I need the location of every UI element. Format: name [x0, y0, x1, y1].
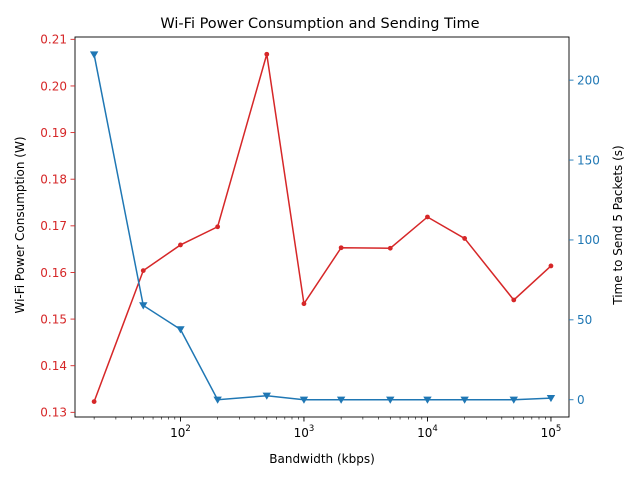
power-data-point — [425, 214, 430, 220]
left-y-tick-label: 0.14 — [40, 359, 67, 373]
time-data-point — [213, 396, 222, 404]
time-data-point — [176, 326, 185, 334]
right-y-tick-label: 50 — [577, 313, 592, 327]
x-tick-label: 102 — [170, 424, 191, 440]
left-y-tick-label: 0.19 — [40, 126, 67, 140]
time-data-point — [336, 396, 346, 404]
time-data-point — [423, 396, 432, 404]
plot-area: 102 103 104 105 0.13 0.14 0.15 0.16 0.17 0.18 0.19… — [40, 33, 600, 440]
left-y-tick-label: 0.15 — [40, 312, 67, 326]
left-y-tick-label: 0.16 — [40, 266, 67, 280]
power-data-point — [178, 242, 183, 248]
time-data-point — [299, 396, 309, 404]
time-data-point — [509, 396, 518, 404]
left-y-tick-label: 0.17 — [40, 219, 67, 233]
right-y-tick-label: 200 — [577, 73, 600, 87]
right-y-tick-label: 0 — [577, 393, 585, 407]
time-data-point — [139, 302, 148, 310]
right-y-axis-label: Time to Send 5 Packets (s) — [611, 145, 625, 305]
time-data-point — [386, 396, 395, 404]
time-data-point — [546, 394, 556, 403]
power-data-point — [548, 263, 554, 269]
power-data-point — [511, 297, 517, 303]
right-y-tick-label: 150 — [577, 153, 600, 167]
left-y-tick-label: 0.13 — [40, 406, 67, 420]
power-data-point — [338, 245, 344, 251]
power-data-point — [462, 236, 468, 241]
power-data-point — [387, 245, 393, 251]
time-data-point — [460, 396, 469, 404]
right-y-tick-label: 100 — [577, 233, 600, 247]
time-data-point — [262, 392, 271, 400]
left-y-tick-label: 0.20 — [40, 79, 67, 93]
x-tick-label: 105 — [541, 424, 562, 440]
left-y-tick-label: 0.21 — [40, 33, 67, 47]
left-y-tick-label: 0.18 — [40, 173, 67, 187]
time-data-point — [89, 51, 99, 59]
x-tick-label: 103 — [294, 424, 315, 440]
power-data-point — [91, 399, 97, 405]
x-axis-label: Bandwidth (kbps) — [269, 452, 375, 466]
x-tick-label: 104 — [417, 424, 438, 440]
power-data-point — [301, 301, 307, 307]
power-data-point — [140, 268, 146, 273]
time-series-line — [93, 54, 551, 401]
chart-title: Wi-Fi Power Consumption and Sending Time — [160, 16, 479, 32]
plot-frame — [74, 36, 570, 418]
left-y-axis-label: Wi-Fi Power Consumption (W) — [13, 136, 27, 313]
power-data-point — [215, 224, 221, 230]
power-series-line — [93, 54, 552, 402]
power-data-point — [264, 51, 270, 57]
